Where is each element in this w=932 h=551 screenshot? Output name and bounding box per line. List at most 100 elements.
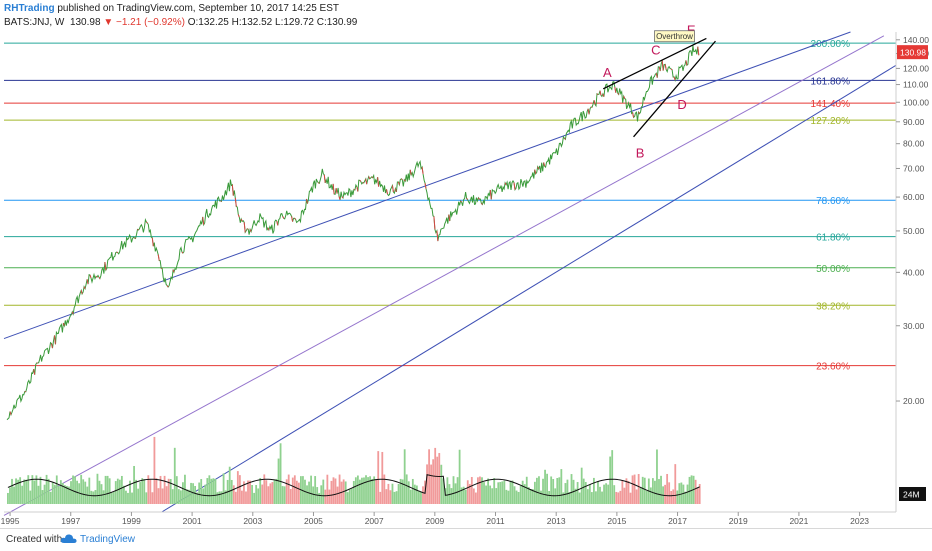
volume-bar: [292, 478, 294, 504]
volume-bar: [233, 485, 235, 504]
volume-bar: [320, 485, 322, 504]
price-down-segment: [467, 198, 468, 199]
tradingview-brand[interactable]: TradingView: [80, 534, 135, 545]
volume-bar: [11, 479, 13, 504]
volume-bar: [267, 486, 269, 504]
fib-level-label: 141.40%: [811, 99, 851, 110]
volume-bar: [495, 488, 497, 504]
price-axis[interactable]: 20.0030.0040.0050.0060.0070.0080.0090.00…: [896, 35, 929, 501]
volume-bar: [60, 480, 62, 504]
price-chart[interactable]: 200.00%161.80%141.40%127.20%78.60%61.80%…: [0, 0, 932, 528]
volume-bar: [257, 488, 259, 504]
volume-bar: [428, 449, 430, 504]
volume-bar: [638, 474, 640, 504]
volume-bar: [695, 480, 697, 504]
price-axis-label: 110.00: [903, 80, 929, 90]
volume-bar: [247, 481, 249, 504]
volume-bar: [548, 491, 550, 504]
price-axis-label: 100.00: [903, 97, 929, 107]
volume-bar: [269, 483, 271, 504]
footer-bar: Created with TradingView: [0, 528, 932, 551]
volume-bar: [274, 480, 276, 504]
volume-bar: [567, 480, 569, 504]
volume-bar: [42, 490, 44, 504]
open-value: O:132.25: [188, 17, 229, 28]
fib-level-label: 161.80%: [811, 76, 851, 87]
price-axis-label: 40.00: [903, 267, 925, 277]
volume-bar: [447, 477, 449, 504]
high-value: H:132.52: [232, 17, 273, 28]
volume-bar: [597, 481, 599, 504]
volume-bar: [231, 480, 233, 504]
volume-bar: [666, 474, 668, 504]
time-axis-label: 2017: [668, 516, 687, 526]
volume-bar: [121, 476, 123, 504]
volume-bar: [683, 485, 685, 504]
time-axis-label: 2019: [729, 516, 748, 526]
volume-bar: [489, 486, 491, 504]
volume-bar: [164, 476, 166, 504]
volume-bar: [542, 479, 544, 504]
volume-bar: [204, 485, 206, 504]
wave-label-c: C: [651, 42, 660, 57]
volume-bar: [58, 486, 60, 504]
symbol-label[interactable]: BATS:JNJ, W: [4, 17, 64, 28]
volume-bar: [149, 480, 151, 504]
volume-bar: [412, 479, 414, 504]
price-axis-label: 50.00: [903, 226, 925, 236]
volume-bar: [239, 475, 241, 504]
volume-bar: [394, 492, 396, 504]
volume-bar: [345, 481, 347, 504]
time-axis-label: 2005: [304, 516, 323, 526]
volume-bar: [215, 479, 217, 504]
volume-bar: [552, 479, 554, 504]
volume-bar: [54, 485, 56, 504]
volume-bar: [569, 492, 571, 504]
volume-bar: [674, 464, 676, 504]
volume-bar: [676, 490, 678, 504]
volume-bar: [538, 476, 540, 504]
volume-bar: [499, 482, 501, 504]
author-name[interactable]: RHTrading: [4, 3, 55, 14]
volume-bar: [436, 457, 438, 504]
volume-bar: [632, 475, 634, 504]
fib-level-label: 78.60%: [816, 196, 850, 207]
volume-bar: [314, 476, 316, 504]
volume-bar: [9, 487, 11, 504]
volume-bar: [245, 491, 247, 504]
price-axis-label: 80.00: [903, 139, 925, 149]
published-info: published on TradingView.com, September …: [57, 3, 339, 14]
volume-bar: [607, 485, 609, 504]
volume-bar: [192, 483, 194, 504]
volume-bar: [430, 465, 432, 504]
volume-bar: [180, 490, 182, 504]
volume-bar: [546, 474, 548, 504]
volume-bar: [589, 484, 591, 504]
wave-label-b: B: [636, 146, 645, 161]
volume-bar: [25, 480, 27, 504]
volume-bar: [72, 475, 74, 504]
volume-bar: [408, 481, 410, 504]
volume-bar: [471, 477, 473, 504]
time-axis-label: 2015: [607, 516, 626, 526]
volume-bar: [265, 480, 267, 504]
volume-bar: [595, 491, 597, 504]
volume-bar: [52, 482, 54, 504]
volume-bar: [373, 476, 375, 504]
price-axis-label: 30.00: [903, 321, 925, 331]
volume-bar: [125, 491, 127, 504]
volume-bar: [48, 479, 50, 504]
volume-bar: [166, 486, 168, 504]
volume-bar: [534, 482, 536, 504]
volume-bar: [636, 489, 638, 504]
volume-bar: [182, 482, 184, 504]
fib-level-label: 23.60%: [816, 362, 850, 373]
price-down-segment: [597, 94, 598, 95]
overthrow-callout-text: Overthrow: [656, 32, 693, 41]
volume-bar: [459, 450, 461, 504]
volume-bar: [577, 482, 579, 504]
volume-bar: [95, 490, 97, 504]
volume-scale-tag-text: 24M: [903, 490, 920, 500]
volume-bar: [208, 475, 210, 504]
